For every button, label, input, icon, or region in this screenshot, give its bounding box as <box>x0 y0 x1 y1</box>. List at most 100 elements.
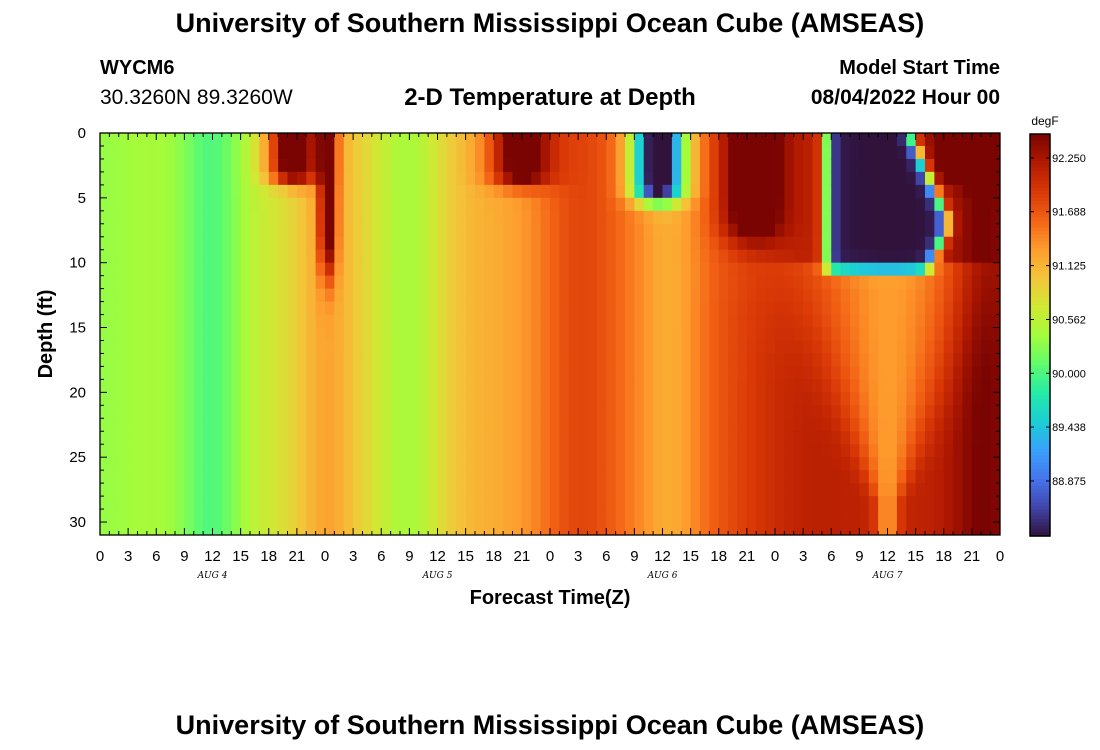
heatmap-cell <box>259 262 270 277</box>
heatmap-cell <box>653 418 664 432</box>
heatmap-cell <box>568 301 579 316</box>
heatmap-cell <box>653 379 664 393</box>
heatmap-cell <box>990 314 1000 329</box>
heatmap-cell <box>718 197 729 212</box>
heatmap-cell <box>240 158 251 173</box>
colorbar-segment <box>1030 395 1050 400</box>
heatmap-cell <box>868 171 879 186</box>
heatmap-cell <box>943 133 954 147</box>
heatmap-cell <box>850 158 860 173</box>
heatmap-cell <box>578 405 589 419</box>
heatmap-cell <box>446 366 457 380</box>
heatmap-cell <box>578 249 589 264</box>
heatmap-cell <box>990 145 1000 160</box>
heatmap-cell <box>756 522 767 535</box>
heatmap-cell <box>850 470 860 484</box>
heatmap-cell <box>146 171 157 186</box>
heatmap-cell <box>353 366 364 380</box>
heatmap-cell <box>278 496 289 510</box>
heatmap-cell <box>728 496 739 510</box>
heatmap-cell <box>268 522 279 535</box>
heatmap-cell <box>756 392 767 406</box>
heatmap-cell <box>287 340 298 355</box>
heatmap-cell <box>203 353 214 368</box>
heatmap-cell <box>690 145 701 160</box>
heatmap-cell <box>728 418 739 432</box>
heatmap-cell <box>803 288 814 303</box>
x-tick-label: 15 <box>232 548 249 565</box>
heatmap-cell <box>296 145 307 160</box>
heatmap-cell <box>137 457 148 471</box>
heatmap-cell <box>146 444 157 458</box>
heatmap-cell <box>100 249 110 264</box>
heatmap-cell <box>437 275 448 290</box>
heatmap-cell <box>287 158 298 173</box>
heatmap-cell <box>981 301 992 316</box>
heatmap-cell <box>859 405 870 419</box>
heatmap-cell <box>671 431 682 445</box>
heatmap-cell <box>784 314 795 329</box>
heatmap-cell <box>203 197 214 212</box>
heatmap-cell <box>437 392 448 406</box>
heatmap-cell <box>746 522 757 535</box>
heatmap-cell <box>671 236 682 251</box>
heatmap-cell <box>240 444 251 458</box>
heatmap-cell <box>793 457 804 471</box>
heatmap-cell <box>503 145 514 160</box>
heatmap-cell <box>287 133 298 147</box>
heatmap-cell <box>962 133 973 147</box>
heatmap-cell <box>803 470 814 484</box>
heatmap-cell <box>540 522 551 535</box>
heatmap-cell <box>128 158 139 173</box>
heatmap-cell <box>531 353 542 368</box>
heatmap-cell <box>184 171 195 186</box>
heatmap-cell <box>831 470 842 484</box>
heatmap-cell <box>512 145 523 160</box>
heatmap-cell <box>315 496 326 510</box>
heatmap-cell <box>503 392 514 406</box>
heatmap-cell <box>784 366 795 380</box>
heatmap-cell <box>643 405 654 419</box>
heatmap-cell <box>587 418 598 432</box>
heatmap-cell <box>746 457 757 471</box>
heatmap-cell <box>278 483 289 497</box>
heatmap-cell <box>784 496 795 510</box>
heatmap-cell <box>353 327 364 342</box>
heatmap-cell <box>268 314 279 329</box>
heatmap-cell <box>578 379 589 393</box>
heatmap-cell <box>737 158 748 173</box>
heatmap-cell <box>540 418 551 432</box>
heatmap-cell <box>990 366 1000 380</box>
heatmap-cell <box>690 444 701 458</box>
heatmap-cell <box>118 496 129 510</box>
heatmap-cell <box>906 457 917 471</box>
heatmap-cell <box>775 223 785 238</box>
heatmap-cell <box>175 418 185 432</box>
heatmap-cell <box>503 522 514 535</box>
heatmap-cell <box>456 327 467 342</box>
heatmap-cell <box>793 366 804 380</box>
heatmap-cell <box>475 509 485 523</box>
heatmap-cell <box>671 145 682 160</box>
heatmap-cell <box>953 431 964 445</box>
heatmap-cell <box>531 158 542 173</box>
heatmap-cell <box>381 418 392 432</box>
heatmap-cell <box>803 444 814 458</box>
heatmap-cell <box>203 379 214 393</box>
heatmap-cell <box>737 275 748 290</box>
heatmap-cell <box>793 470 804 484</box>
heatmap-cell <box>803 145 814 160</box>
heatmap-cell <box>268 379 279 393</box>
heatmap-cell <box>671 444 682 458</box>
heatmap-cell <box>896 444 907 458</box>
heatmap-cell <box>765 210 776 225</box>
heatmap-cell <box>578 301 589 316</box>
heatmap-cell <box>512 184 523 199</box>
heatmap-cell <box>812 431 823 445</box>
heatmap-cell <box>775 392 785 406</box>
heatmap-cell <box>962 171 973 186</box>
heatmap-cell <box>371 145 382 160</box>
heatmap-cell <box>568 223 579 238</box>
heatmap-cell <box>925 522 935 535</box>
heatmap-cell <box>156 210 167 225</box>
